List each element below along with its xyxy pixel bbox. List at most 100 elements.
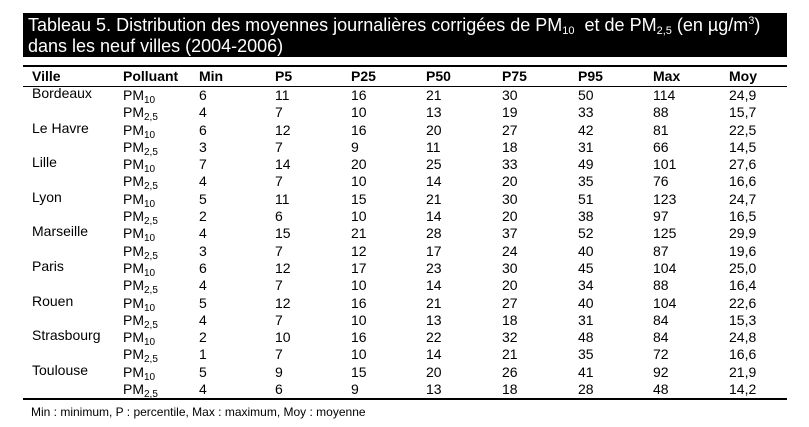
cell-p95: 41 xyxy=(578,363,594,380)
cell-p25: 16 xyxy=(351,87,367,103)
cell-p5: 6 xyxy=(275,381,283,398)
table-row: Lille PM10 7 14 20 25 33 49 101 27,6 xyxy=(23,154,787,175)
cell-ville: Lyon xyxy=(32,188,62,208)
cell-p95: 49 xyxy=(578,156,594,173)
table-body: Bordeaux PM10 6 11 16 21 30 50 114 24,9 PM2,5 4 7 10 1… xyxy=(23,85,787,400)
cell-p25: 10 xyxy=(351,104,367,121)
cell-p5: 11 xyxy=(275,87,290,103)
pollutant-base: PM xyxy=(123,294,144,311)
cell-p5: 14 xyxy=(275,156,291,173)
cell-moy: 21,9 xyxy=(729,363,757,380)
pollutant-subscript: 2,5 xyxy=(144,354,158,366)
cell-max: 114 xyxy=(653,87,676,103)
pollutant-subscript: 10 xyxy=(144,95,156,106)
cell-polluant: PM10 xyxy=(123,363,155,383)
cell-polluant: PM10 xyxy=(123,122,156,141)
cell-polluant: PM2,5 xyxy=(123,381,158,400)
cell-p50: 14 xyxy=(426,346,442,363)
cell-moy: 24,8 xyxy=(729,329,757,346)
cell-moy: 27,6 xyxy=(729,156,757,173)
cell-p5: 12 xyxy=(275,294,291,311)
header-moy: Moy xyxy=(729,68,757,84)
cell-max: 101 xyxy=(653,156,677,173)
cell-p50: 14 xyxy=(426,277,442,294)
table-row: PM2,5 1 7 10 14 21 35 72 16,6 xyxy=(23,346,787,366)
cell-polluant: PM10 xyxy=(123,225,155,244)
cell-polluant: PM2,5 xyxy=(123,208,158,228)
cell-p75: 20 xyxy=(502,277,518,294)
cell-p5: 10 xyxy=(275,329,291,346)
cell-polluant: PM2,5 xyxy=(123,242,158,262)
cell-p50: 14 xyxy=(426,208,442,225)
cell-p95: 40 xyxy=(578,294,594,311)
cell-p75: 37 xyxy=(502,225,518,242)
cell-p25: 10 xyxy=(351,346,367,363)
cell-moy: 25,0 xyxy=(729,259,757,276)
cell-p5: 7 xyxy=(275,173,283,190)
table-title: Tableau 5. Distribution des moyennes jou… xyxy=(23,13,787,57)
pollutant-subscript: 10 xyxy=(144,337,156,349)
cell-p5: 7 xyxy=(275,242,283,259)
cell-moy: 15,7 xyxy=(729,104,757,121)
cell-p25: 16 xyxy=(351,294,367,311)
cell-p25: 10 xyxy=(351,277,367,294)
header-min: Min xyxy=(199,68,224,84)
cell-max: 104 xyxy=(653,294,677,311)
cell-ville: Paris xyxy=(32,258,64,277)
pollutant-base: PM xyxy=(123,87,144,103)
cell-p25: 10 xyxy=(351,173,367,190)
cell-moy: 14,5 xyxy=(729,138,757,155)
table-row: PM2,5 4 7 10 13 19 33 88 15,7 xyxy=(23,104,787,124)
cell-p25: 15 xyxy=(351,363,367,380)
cell-max: 87 xyxy=(653,242,669,259)
data-table: Ville Polluant Min P5 P25 P50 P75 P95 Ma… xyxy=(23,65,787,401)
header-ville: Ville xyxy=(32,68,61,84)
table-row: Paris PM10 6 12 17 23 30 45 104 25,0 xyxy=(23,258,787,279)
cell-p50: 11 xyxy=(426,138,441,155)
cell-p5: 7 xyxy=(275,311,283,328)
cell-p5: 12 xyxy=(275,121,291,138)
cell-p5: 11 xyxy=(275,190,290,207)
cell-max: 48 xyxy=(653,381,669,398)
pollutant-subscript: 2,5 xyxy=(144,216,158,228)
cell-min: 4 xyxy=(199,277,207,294)
cell-p95: 31 xyxy=(578,311,594,328)
cell-p50: 21 xyxy=(426,87,442,103)
city-name: Lyon xyxy=(32,188,62,205)
cell-min: 1 xyxy=(199,346,207,363)
table-title-line-2: dans les neuf villes (2004-2006) xyxy=(28,36,284,56)
cell-min: 4 xyxy=(199,381,207,398)
cell-p95: 52 xyxy=(578,225,594,242)
pollutant-base: PM xyxy=(123,363,144,380)
cell-p75: 19 xyxy=(502,104,518,121)
cell-polluant: PM2,5 xyxy=(123,139,158,158)
header-p50: P50 xyxy=(426,68,451,84)
cell-max: 92 xyxy=(653,363,669,380)
pollutant-subscript: 2,5 xyxy=(144,112,158,124)
cell-min: 4 xyxy=(199,225,207,242)
city-name: Lille xyxy=(32,154,57,171)
cell-p25: 10 xyxy=(351,208,367,225)
cell-p25: 16 xyxy=(351,121,367,138)
cell-max: 72 xyxy=(653,346,669,363)
cell-p50: 20 xyxy=(426,363,442,380)
table-row: Bordeaux PM10 6 11 16 21 30 50 114 24,9 xyxy=(23,85,787,106)
cell-p5: 7 xyxy=(275,104,283,121)
cell-min: 4 xyxy=(199,173,207,190)
cell-moy: 24,7 xyxy=(729,190,757,207)
cell-p75: 32 xyxy=(502,329,518,346)
header-p75: P75 xyxy=(502,68,527,84)
cell-max: 88 xyxy=(653,104,669,121)
cell-polluant: PM10 xyxy=(123,156,155,175)
city-name: Le Havre xyxy=(32,119,89,136)
cell-p5: 7 xyxy=(275,346,283,363)
cell-min: 4 xyxy=(199,104,207,121)
table-header-rule xyxy=(23,86,787,87)
pollutant-subscript: 10 xyxy=(144,129,156,141)
pollutant-base: PM xyxy=(123,242,144,259)
cell-polluant: PM10 xyxy=(123,191,155,210)
cell-max: 84 xyxy=(653,329,669,346)
cell-p75: 20 xyxy=(502,208,518,225)
cell-p5: 12 xyxy=(275,259,291,276)
table-bottom-rule xyxy=(23,398,787,401)
